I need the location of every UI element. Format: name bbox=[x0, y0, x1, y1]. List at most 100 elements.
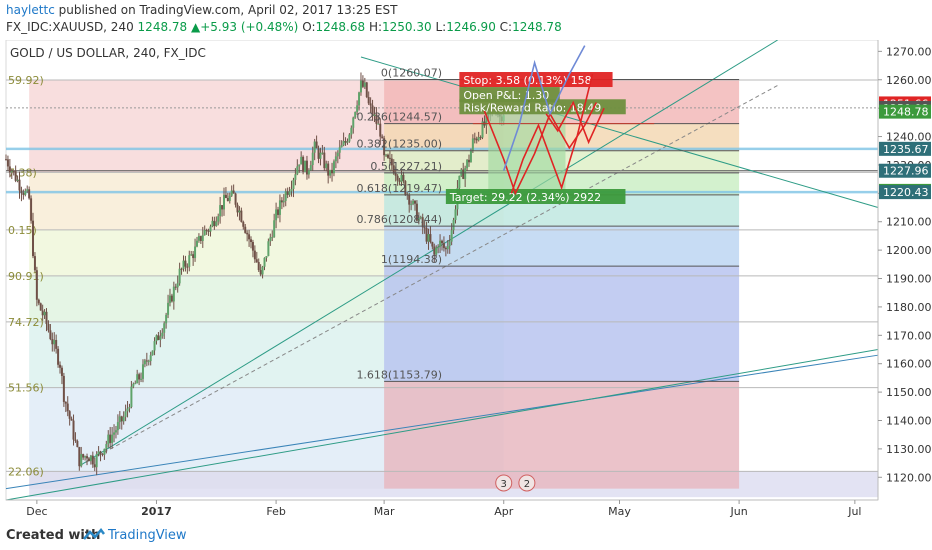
candle-body bbox=[371, 105, 374, 116]
y-tick-label: 1170.00 bbox=[886, 329, 932, 342]
candle-body bbox=[151, 350, 154, 356]
candle-body bbox=[292, 179, 295, 190]
y-tick-label: 1150.00 bbox=[886, 386, 932, 399]
target-label: Target: 29.22 (2.34%) 2922 bbox=[449, 191, 601, 204]
candle-body bbox=[331, 169, 334, 174]
candle-body bbox=[219, 205, 222, 217]
candle-body bbox=[441, 240, 443, 244]
candle-body bbox=[477, 137, 480, 141]
candle-body bbox=[205, 230, 208, 232]
candle-body bbox=[140, 378, 143, 380]
candle-body bbox=[336, 152, 339, 157]
candle-body bbox=[53, 340, 56, 345]
y-tick-label: 1140.00 bbox=[886, 414, 932, 427]
candle-body bbox=[246, 232, 249, 235]
event-badge[interactable] bbox=[518, 474, 536, 492]
candle-body bbox=[321, 152, 324, 154]
candle-body bbox=[232, 190, 235, 194]
trend-line-lower bbox=[5, 354, 879, 490]
candle-body bbox=[157, 335, 160, 340]
candle-body bbox=[340, 145, 343, 148]
candle-body bbox=[485, 115, 488, 126]
last-price: 1248.78 bbox=[137, 20, 188, 34]
candle-body bbox=[392, 165, 395, 174]
candle-body bbox=[319, 152, 322, 159]
candle-body bbox=[130, 386, 133, 407]
candle-body bbox=[14, 171, 17, 181]
symbol-label: FX_IDC:XAUUSD, 240 bbox=[6, 20, 134, 34]
candle-body bbox=[344, 140, 347, 143]
candle-body bbox=[462, 169, 465, 179]
y-tick-label: 1120.00 bbox=[886, 471, 932, 484]
candle-body bbox=[358, 92, 361, 106]
event-badge-label: 2 bbox=[524, 479, 530, 490]
candle-body bbox=[136, 374, 139, 384]
candle-body bbox=[199, 236, 202, 241]
candle-body bbox=[386, 154, 389, 158]
candle-body bbox=[446, 245, 449, 250]
candle-body bbox=[39, 303, 42, 311]
candle-body bbox=[26, 189, 29, 191]
candle-body bbox=[313, 141, 316, 153]
candle-body bbox=[49, 330, 52, 340]
created-with-label: Created with bbox=[6, 528, 101, 543]
candle-body bbox=[192, 254, 195, 259]
candle-body bbox=[6, 159, 9, 167]
candle-body bbox=[302, 156, 305, 172]
candle-body bbox=[28, 189, 31, 199]
x-tick-label: Mar bbox=[374, 505, 395, 518]
candle-body bbox=[431, 241, 434, 247]
candle-body bbox=[294, 174, 297, 180]
candle-body bbox=[269, 237, 272, 242]
price-tag bbox=[879, 185, 931, 200]
candle-body bbox=[458, 175, 461, 189]
candle-body bbox=[315, 141, 318, 149]
candle-body bbox=[248, 234, 251, 240]
forecast-path-red-3 bbox=[545, 100, 605, 145]
candle-body bbox=[32, 220, 35, 257]
candle-body bbox=[263, 257, 266, 267]
candle-body bbox=[195, 240, 198, 247]
trend-line-upper bbox=[360, 56, 879, 209]
close-label: C: bbox=[499, 20, 513, 34]
pnl-label-bg bbox=[459, 87, 560, 103]
candle-body bbox=[334, 156, 337, 162]
y-tick-label: 1240.00 bbox=[886, 131, 932, 144]
candle-body bbox=[228, 195, 231, 202]
candle-body bbox=[86, 456, 89, 459]
candle-body bbox=[255, 259, 258, 263]
fib-zone-right bbox=[384, 266, 740, 382]
price-chart[interactable]: 59.92) 7.38) 0.15) 90.91) 74.72) 51.56) 22.06)… bbox=[0, 40, 932, 520]
candle-body bbox=[209, 226, 212, 232]
author-link[interactable]: haylettc bbox=[6, 3, 55, 17]
candle-body bbox=[224, 194, 227, 199]
candle-body bbox=[91, 455, 94, 465]
candle-body bbox=[400, 174, 403, 182]
candle-body bbox=[396, 175, 399, 181]
candle-body bbox=[194, 246, 197, 259]
price-tag-label: 1227.96 bbox=[883, 165, 929, 178]
candle-body bbox=[398, 180, 401, 182]
candle-body bbox=[217, 216, 220, 222]
candle-body bbox=[51, 339, 54, 345]
candle-body bbox=[180, 268, 183, 270]
candle-body bbox=[309, 165, 312, 171]
candle-body bbox=[240, 210, 243, 222]
y-tick-label: 1200.00 bbox=[886, 244, 932, 257]
candle-body bbox=[170, 295, 173, 302]
candle-body bbox=[419, 217, 422, 219]
candle-body bbox=[338, 147, 341, 153]
candle-body bbox=[234, 193, 237, 205]
candle-body bbox=[425, 227, 428, 242]
fib-right-label: 0.5(1227.21) bbox=[370, 160, 442, 173]
event-badge[interactable] bbox=[495, 474, 513, 492]
tradingview-brand[interactable]: TradingView bbox=[108, 528, 187, 543]
candle-body bbox=[111, 434, 114, 443]
candle-body bbox=[87, 458, 90, 462]
price-tag-label: 1248.78 bbox=[883, 106, 929, 119]
candle-body bbox=[242, 221, 245, 227]
candle-body bbox=[325, 163, 328, 169]
fib-left-label: 0.15) bbox=[8, 224, 37, 237]
candle-body bbox=[454, 209, 457, 220]
candle-body bbox=[64, 401, 67, 404]
